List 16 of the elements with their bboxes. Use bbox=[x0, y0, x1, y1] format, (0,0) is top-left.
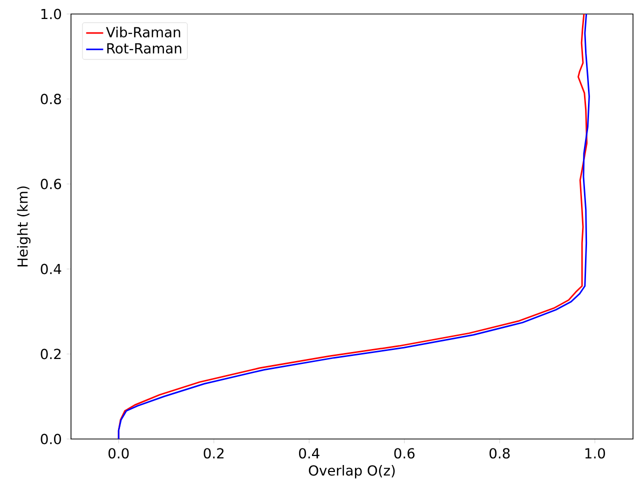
x-tick-label: 0.4 bbox=[299, 448, 320, 459]
legend-label: Vib-Raman bbox=[106, 26, 180, 38]
x-tick-label: 1.0 bbox=[585, 448, 605, 459]
x-axis-title: Overlap O(z) bbox=[308, 464, 395, 478]
x-tick-label: 0.0 bbox=[108, 448, 129, 459]
x-tick-label: 0.6 bbox=[394, 448, 415, 459]
legend-label: Rot-Raman bbox=[107, 43, 182, 54]
y-tick-label: 0.6 bbox=[40, 178, 62, 190]
y-tick-label: 0.4 bbox=[40, 264, 62, 274]
y-tick-label: 1.0 bbox=[41, 8, 62, 20]
y-axis-title: Height (km) bbox=[17, 186, 30, 266]
y-tick-label: 0.0 bbox=[40, 434, 62, 444]
x-tick-label: 0.2 bbox=[204, 448, 224, 459]
x-tick-label: 0.8 bbox=[490, 448, 510, 459]
y-tick-label: 0.8 bbox=[40, 94, 61, 104]
y-tick-label: 0.2 bbox=[40, 348, 61, 360]
